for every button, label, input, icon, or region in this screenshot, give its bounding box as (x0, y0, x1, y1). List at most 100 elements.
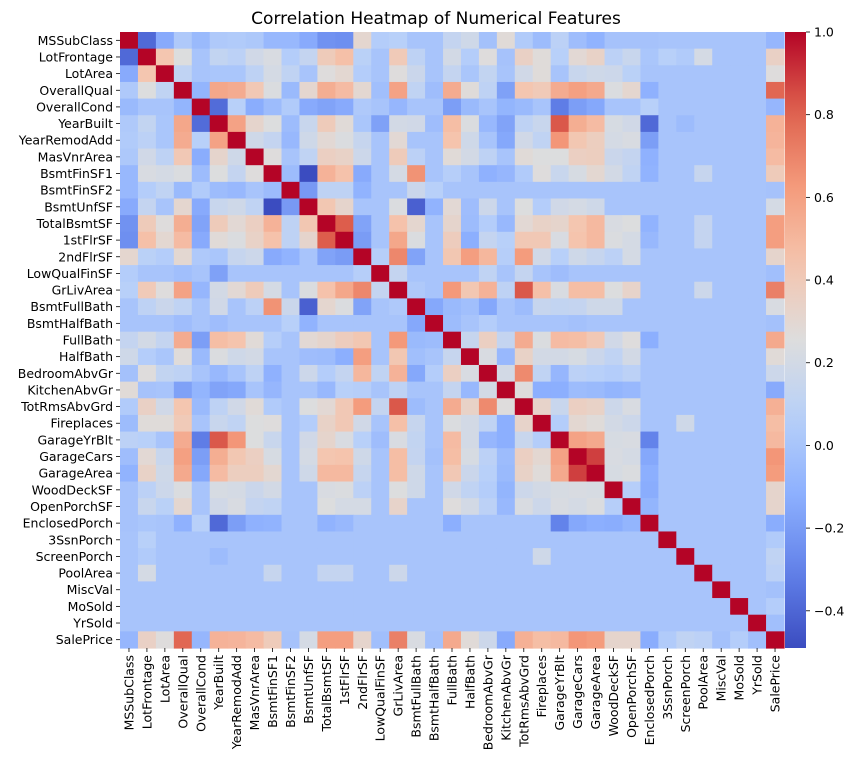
heatmap-cell (766, 48, 785, 66)
heatmap-cell (425, 181, 444, 200)
heatmap-cell (712, 298, 731, 316)
heatmap-cell (371, 32, 390, 50)
heatmap-cell (137, 248, 157, 266)
row-label: 3SsnPorch (48, 532, 113, 547)
heatmap-cell (389, 364, 408, 383)
heatmap-cell (532, 348, 552, 366)
heatmap-cell (443, 215, 462, 233)
heatmap-cell (676, 398, 695, 416)
heatmap-cell (245, 298, 265, 316)
heatmap-cell (245, 165, 265, 183)
heatmap-cell (694, 65, 713, 83)
heatmap-cell (514, 498, 534, 516)
heatmap-cell (371, 115, 390, 133)
heatmap-cell (550, 614, 570, 632)
heatmap-cell (443, 348, 462, 366)
heatmap-cell (371, 364, 390, 383)
heatmap-cell (694, 381, 713, 399)
heatmap-cell (245, 514, 265, 533)
heatmap-cell (425, 98, 444, 116)
heatmap-cell (335, 181, 354, 200)
heatmap-cell (568, 148, 588, 166)
heatmap-cell (155, 115, 175, 133)
heatmap-cell (317, 514, 336, 533)
heatmap-cell (676, 381, 695, 399)
heatmap-cell (478, 298, 498, 316)
heatmap-cell (550, 115, 570, 133)
heatmap-cell (317, 98, 336, 116)
row-label: OpenPorchSF (30, 499, 113, 514)
heatmap-cell (155, 598, 175, 616)
heatmap-cell (335, 464, 354, 483)
heatmap-cell (730, 148, 749, 166)
heatmap-cell (173, 115, 193, 133)
column-label: PoolArea (696, 655, 711, 710)
heatmap-cell (478, 398, 498, 416)
heatmap-cell (389, 481, 408, 499)
heatmap-cell (371, 381, 390, 399)
heatmap-cell (640, 564, 659, 583)
heatmap-cell (640, 98, 659, 116)
heatmap-cell (658, 32, 677, 50)
heatmap-cell (712, 464, 731, 483)
heatmap-cell (640, 381, 659, 399)
colorbar-ticks: 1.0 0.8 0.6 0.4 0.2 0.0 −0.2 −0.4 (806, 25, 844, 618)
heatmap-cell (120, 464, 139, 483)
heatmap-cell (766, 581, 785, 599)
heatmap-cell (658, 298, 677, 316)
heatmap-cell (120, 98, 139, 116)
heatmap-cell (425, 598, 444, 616)
heatmap-cell (622, 381, 642, 399)
heatmap-cell (443, 331, 462, 349)
heatmap-cell (496, 631, 516, 649)
heatmap-cell (658, 364, 677, 383)
heatmap-cell (120, 398, 139, 416)
heatmap-cell (281, 614, 301, 632)
heatmap-cell (694, 98, 713, 116)
heatmap-cell (443, 414, 462, 433)
heatmap-cell (335, 364, 354, 383)
heatmap-cell (371, 398, 390, 416)
heatmap-cell (730, 531, 749, 549)
heatmap-cell (568, 215, 588, 233)
heatmap-cell (460, 98, 480, 116)
heatmap-cell (335, 115, 354, 133)
heatmap-cell (173, 581, 193, 599)
heatmap-cell (550, 215, 570, 233)
heatmap-cell (640, 364, 659, 383)
heatmap-cell (407, 398, 426, 416)
column-label: GarageCars (570, 655, 585, 729)
heatmap-cell (532, 631, 552, 649)
heatmap-cell (640, 181, 659, 200)
heatmap-cell (478, 364, 498, 383)
heatmap-cell (425, 514, 444, 533)
heatmap-cell (748, 165, 767, 183)
heatmap-cell (496, 414, 516, 433)
heatmap-cell (173, 431, 193, 449)
column-label: FullBath (445, 655, 460, 705)
heatmap-cell (460, 181, 480, 200)
heatmap-cell (227, 481, 247, 499)
heatmap-cell (137, 381, 157, 399)
heatmap-cell (568, 131, 588, 150)
heatmap-cell (371, 181, 390, 200)
heatmap-cell (748, 481, 767, 499)
heatmap-cell (568, 315, 588, 333)
heatmap-cell (586, 364, 606, 383)
heatmap-cell (730, 198, 749, 216)
heatmap-cell (317, 265, 336, 283)
column-label: LowQualFinSF (373, 655, 388, 741)
heatmap-cell (640, 65, 659, 83)
heatmap-cell (353, 398, 372, 416)
heatmap-cell (173, 398, 193, 416)
heatmap-cell (658, 531, 677, 549)
heatmap-cell (640, 514, 659, 533)
heatmap-cell (120, 364, 139, 383)
heatmap-cell (640, 431, 659, 449)
heatmap-cell (245, 32, 265, 50)
heatmap-cell (712, 548, 731, 566)
heatmap-cell (676, 448, 695, 466)
heatmap-cell (263, 398, 283, 416)
heatmap-cell (443, 65, 462, 83)
heatmap-cell (209, 298, 229, 316)
